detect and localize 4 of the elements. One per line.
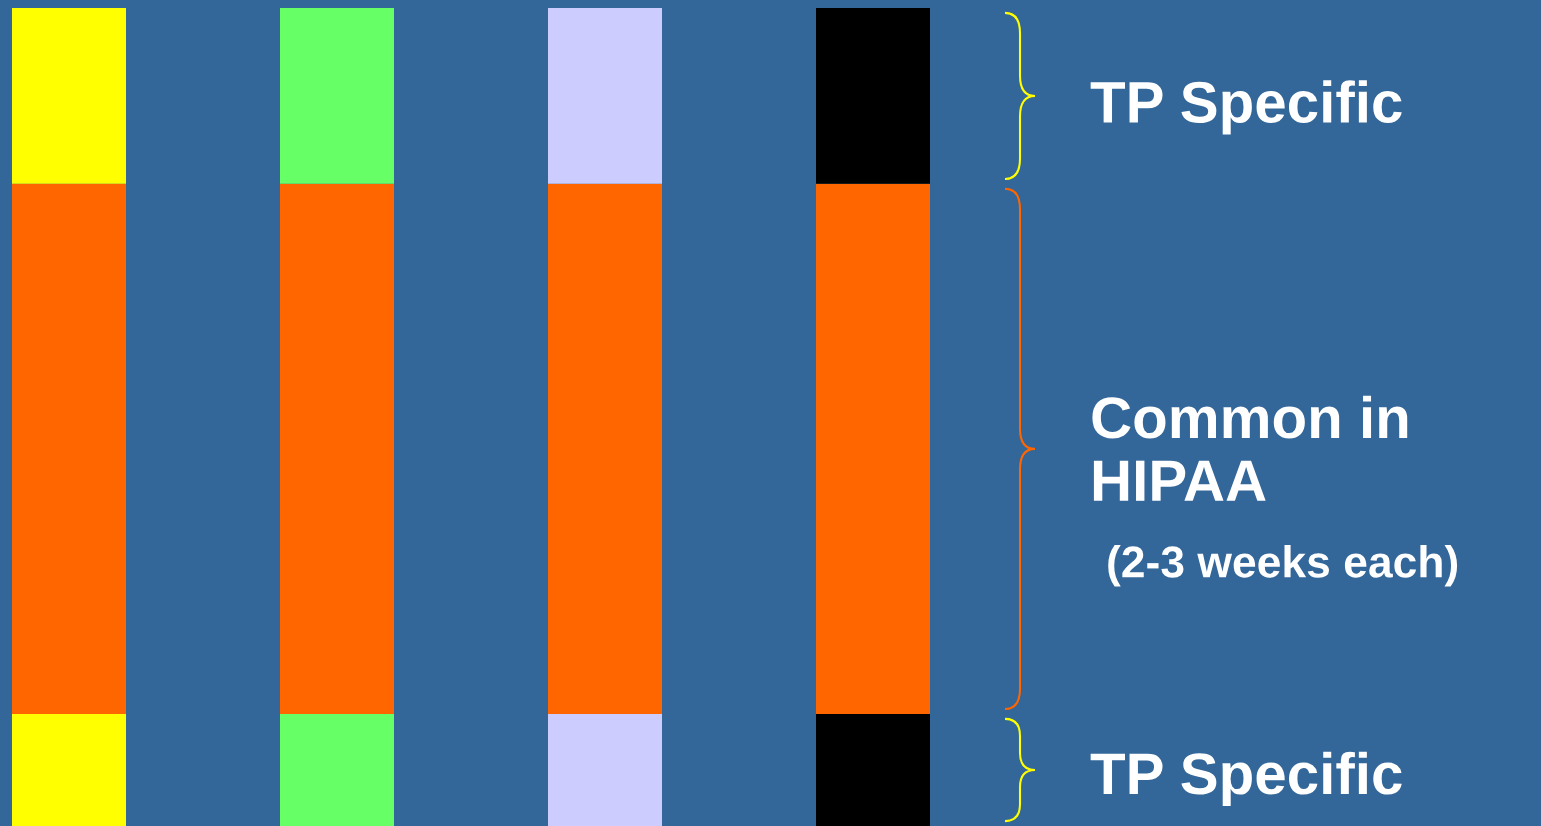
text: TP Specific — [1090, 751, 1402, 807]
text: (2-3 weeks each) — [1108, 545, 1458, 587]
text: Common in HIPAA — [1092, 395, 1408, 501]
text: TP Specific — [1090, 80, 1402, 135]
